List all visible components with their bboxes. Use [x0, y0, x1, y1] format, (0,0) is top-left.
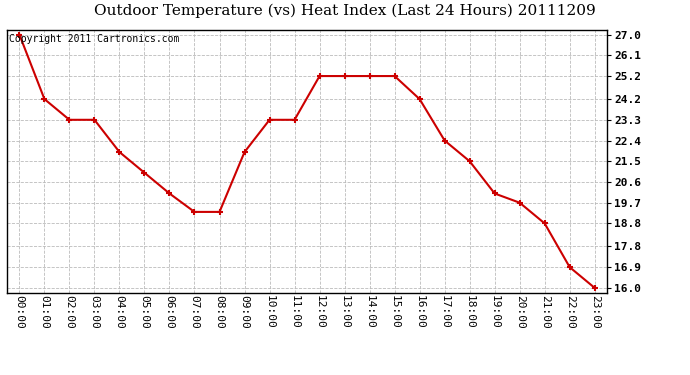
Text: Outdoor Temperature (vs) Heat Index (Last 24 Hours) 20111209: Outdoor Temperature (vs) Heat Index (Las…	[94, 4, 596, 18]
Text: Copyright 2011 Cartronics.com: Copyright 2011 Cartronics.com	[9, 34, 179, 44]
